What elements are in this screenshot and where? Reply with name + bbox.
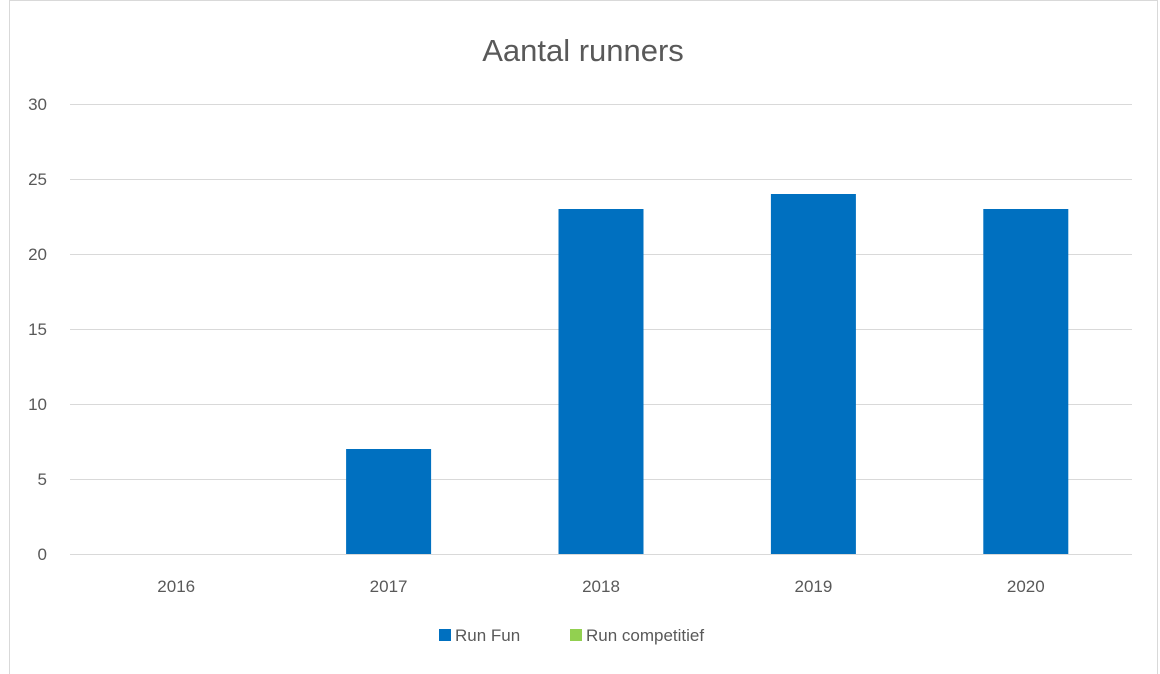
y-axis-ticks: 0 5 10 15 20 25 30: [28, 95, 47, 564]
legend-swatch: [570, 629, 582, 641]
x-axis-ticks: 2016 2017 2018 2019 2020: [157, 577, 1044, 596]
bars: [346, 194, 1069, 554]
legend-swatch: [439, 629, 451, 641]
y-tick-label: 10: [28, 395, 47, 414]
legend: Run Fun Run competitief: [439, 626, 704, 645]
y-tick-label: 20: [28, 245, 47, 264]
legend-label: Run Fun: [455, 626, 520, 645]
y-tick-label: 5: [38, 470, 47, 489]
bar-2018: [558, 209, 644, 554]
legend-label: Run competitief: [586, 626, 704, 645]
chart-title: Aantal runners: [482, 33, 684, 68]
y-tick-label: 30: [28, 95, 47, 114]
y-tick-label: 25: [28, 170, 47, 189]
x-tick-label: 2019: [794, 577, 832, 596]
bar-2017: [346, 449, 432, 554]
x-tick-label: 2017: [370, 577, 408, 596]
x-tick-label: 2016: [157, 577, 195, 596]
x-tick-label: 2018: [582, 577, 620, 596]
y-tick-label: 15: [28, 320, 47, 339]
x-tick-label: 2020: [1007, 577, 1045, 596]
bar-2020: [983, 209, 1069, 554]
y-tick-label: 0: [38, 545, 47, 564]
bar-2019: [770, 194, 856, 554]
